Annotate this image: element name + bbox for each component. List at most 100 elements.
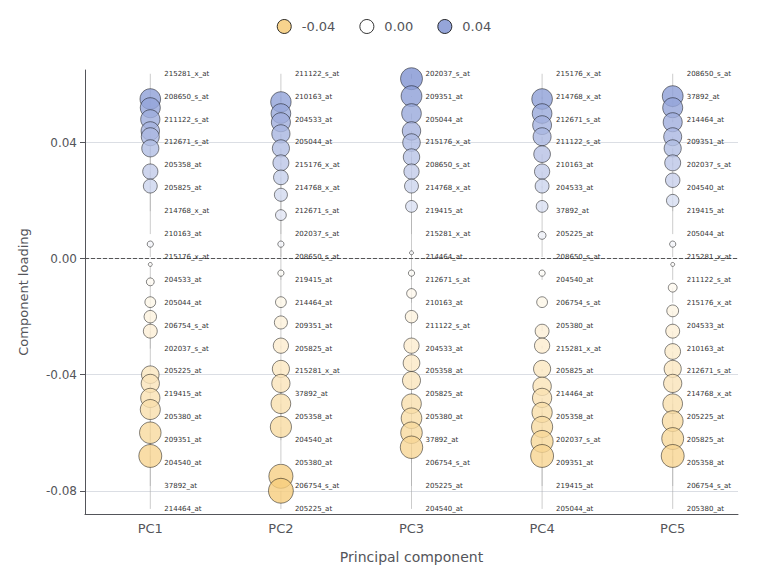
- svg-text:205825_at: 205825_at: [164, 184, 202, 192]
- svg-text:204540_at: 204540_at: [687, 184, 725, 192]
- svg-text:214768_x_at: 214768_x_at: [426, 184, 471, 192]
- svg-text:215176_x_at: 215176_x_at: [295, 161, 340, 169]
- svg-text:205044_at: 205044_at: [556, 505, 594, 513]
- svg-text:0.00: 0.00: [50, 252, 77, 266]
- svg-text:204540_at: 204540_at: [426, 505, 464, 513]
- svg-text:205358_at: 205358_at: [295, 413, 333, 421]
- svg-text:214464_at: 214464_at: [164, 505, 202, 513]
- svg-text:205380_at: 205380_at: [687, 505, 725, 513]
- svg-text:211122_s_at: 211122_s_at: [295, 70, 340, 78]
- svg-text:214464_at: 214464_at: [556, 390, 594, 398]
- svg-text:205044_at: 205044_at: [295, 138, 333, 146]
- svg-text:208650_s_at: 208650_s_at: [164, 93, 209, 101]
- svg-text:206754_s_at: 206754_s_at: [426, 459, 471, 467]
- svg-text:209351_at: 209351_at: [426, 93, 464, 101]
- svg-text:208650_s_at: 208650_s_at: [556, 253, 601, 261]
- svg-text:214464_at: 214464_at: [295, 299, 333, 307]
- svg-text:205825_at: 205825_at: [687, 436, 725, 444]
- svg-text:204540_at: 204540_at: [295, 436, 333, 444]
- svg-text:219415_at: 219415_at: [295, 276, 333, 284]
- svg-text:202037_s_at: 202037_s_at: [295, 230, 340, 238]
- svg-text:214768_x_at: 214768_x_at: [687, 390, 732, 398]
- svg-text:206754_s_at: 206754_s_at: [687, 482, 732, 490]
- svg-text:-0.04: -0.04: [302, 19, 336, 34]
- svg-text:209351_at: 209351_at: [687, 138, 725, 146]
- svg-text:37892_at: 37892_at: [164, 482, 197, 490]
- svg-text:204533_at: 204533_at: [687, 322, 725, 330]
- svg-text:215281_x_at: 215281_x_at: [295, 367, 340, 375]
- svg-text:205225_at: 205225_at: [164, 367, 202, 375]
- svg-text:210163_at: 210163_at: [426, 299, 464, 307]
- svg-text:209351_at: 209351_at: [295, 322, 333, 330]
- svg-text:PC3: PC3: [399, 521, 424, 536]
- svg-text:219415_at: 219415_at: [556, 482, 594, 490]
- svg-text:211122_s_at: 211122_s_at: [687, 276, 732, 284]
- svg-text:205825_at: 205825_at: [295, 345, 333, 353]
- svg-text:215281_x_at: 215281_x_at: [687, 253, 732, 261]
- svg-text:219415_at: 219415_at: [687, 207, 725, 215]
- svg-text:PC2: PC2: [268, 521, 293, 536]
- svg-text:37892_at: 37892_at: [556, 207, 589, 215]
- svg-text:205225_at: 205225_at: [556, 230, 594, 238]
- svg-text:214464_at: 214464_at: [426, 253, 464, 261]
- svg-text:210163_at: 210163_at: [164, 230, 202, 238]
- svg-text:214768_x_at: 214768_x_at: [164, 207, 209, 215]
- svg-text:204540_at: 204540_at: [556, 276, 594, 284]
- svg-text:214768_x_at: 214768_x_at: [295, 184, 340, 192]
- svg-text:219415_at: 219415_at: [426, 207, 464, 215]
- svg-text:205825_at: 205825_at: [426, 390, 464, 398]
- svg-text:211122_s_at: 211122_s_at: [556, 138, 601, 146]
- svg-text:202037_s_at: 202037_s_at: [426, 70, 471, 78]
- svg-text:215176_x_at: 215176_x_at: [556, 70, 601, 78]
- svg-text:-0.08: -0.08: [46, 484, 77, 498]
- svg-text:215281_x_at: 215281_x_at: [426, 230, 471, 238]
- svg-text:0.00: 0.00: [384, 19, 413, 34]
- svg-text:219415_at: 219415_at: [164, 390, 202, 398]
- svg-text:212671_s_at: 212671_s_at: [426, 276, 471, 284]
- svg-text:215176_x_at: 215176_x_at: [426, 138, 471, 146]
- svg-text:210163_at: 210163_at: [687, 345, 725, 353]
- svg-text:202037_s_at: 202037_s_at: [164, 345, 209, 353]
- svg-text:204533_at: 204533_at: [295, 116, 333, 124]
- svg-text:209351_at: 209351_at: [556, 459, 594, 467]
- svg-text:205380_at: 205380_at: [556, 322, 594, 330]
- svg-text:PC1: PC1: [138, 521, 163, 536]
- svg-text:205380_at: 205380_at: [426, 413, 464, 421]
- svg-text:210163_at: 210163_at: [556, 161, 594, 169]
- svg-text:204533_at: 204533_at: [164, 276, 202, 284]
- svg-text:0.04: 0.04: [462, 19, 491, 34]
- svg-text:204533_at: 204533_at: [556, 184, 594, 192]
- svg-text:37892_at: 37892_at: [426, 436, 459, 444]
- svg-text:211122_s_at: 211122_s_at: [426, 322, 471, 330]
- svg-text:206754_s_at: 206754_s_at: [295, 482, 340, 490]
- svg-text:212671_s_at: 212671_s_at: [164, 138, 209, 146]
- svg-text:205358_at: 205358_at: [556, 413, 594, 421]
- svg-text:0.04: 0.04: [50, 136, 77, 150]
- svg-text:205358_at: 205358_at: [687, 459, 725, 467]
- svg-text:204540_at: 204540_at: [164, 459, 202, 467]
- svg-text:215281_x_at: 215281_x_at: [164, 70, 209, 78]
- svg-text:202037_s_at: 202037_s_at: [556, 436, 601, 444]
- svg-text:PC5: PC5: [660, 521, 685, 536]
- svg-text:215176_x_at: 215176_x_at: [164, 253, 209, 261]
- svg-text:-0.04: -0.04: [46, 368, 77, 382]
- svg-text:215176_x_at: 215176_x_at: [687, 299, 732, 307]
- svg-text:212671_s_at: 212671_s_at: [556, 116, 601, 124]
- svg-text:205380_at: 205380_at: [164, 413, 202, 421]
- svg-text:206754_s_at: 206754_s_at: [164, 322, 209, 330]
- svg-text:205358_at: 205358_at: [426, 367, 464, 375]
- svg-text:37892_at: 37892_at: [295, 390, 328, 398]
- svg-text:205358_at: 205358_at: [164, 161, 202, 169]
- svg-text:205044_at: 205044_at: [426, 116, 464, 124]
- svg-text:PC4: PC4: [530, 521, 555, 536]
- svg-text:212671_s_at: 212671_s_at: [687, 367, 732, 375]
- svg-text:Principal component: Principal component: [340, 549, 484, 565]
- svg-text:205225_at: 205225_at: [687, 413, 725, 421]
- svg-text:206754_s_at: 206754_s_at: [556, 299, 601, 307]
- svg-text:208650_s_at: 208650_s_at: [426, 161, 471, 169]
- svg-text:37892_at: 37892_at: [687, 93, 720, 101]
- svg-text:Component loading: Component loading: [16, 228, 31, 356]
- svg-text:205225_at: 205225_at: [426, 482, 464, 490]
- svg-text:205825_at: 205825_at: [556, 367, 594, 375]
- svg-text:214464_at: 214464_at: [687, 116, 725, 124]
